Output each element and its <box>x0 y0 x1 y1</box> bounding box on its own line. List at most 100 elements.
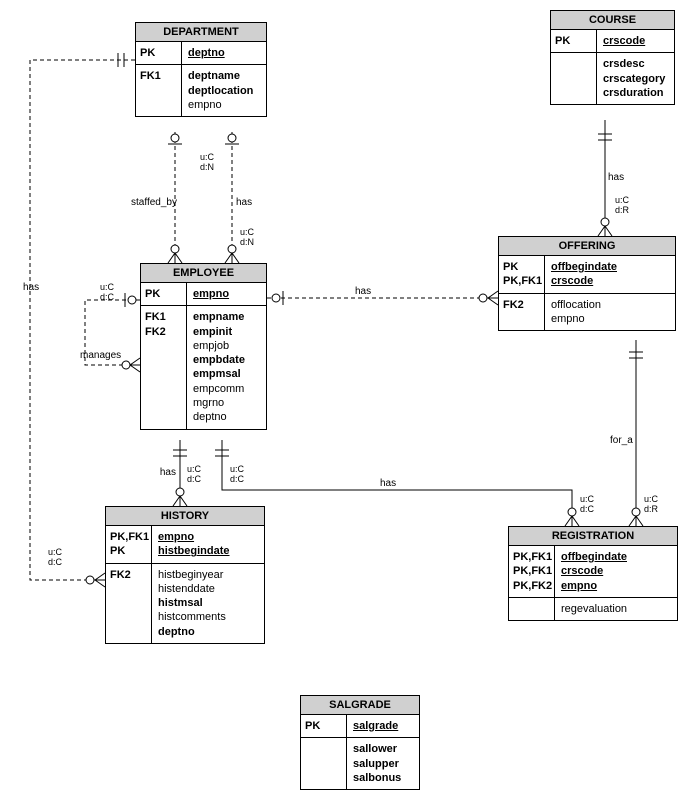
entity-row: PKdeptno <box>136 42 266 65</box>
entity-course: COURSEPKcrscodecrsdesccrscategorycrsdura… <box>550 10 675 105</box>
attr-cell: deptno <box>182 42 266 64</box>
entity-row: FK2histbeginyearhistenddatehistmsalhistc… <box>106 564 264 643</box>
attr-cell: offlocationempno <box>545 294 675 331</box>
svg-text:d:R: d:R <box>644 504 659 514</box>
rel-staffed-by: staffed_by u:C d:N <box>131 132 214 263</box>
rel-dept-has-history-label: has <box>23 282 39 293</box>
attr-text: deptno <box>193 410 260 424</box>
rel-course-has-offering-label: has <box>608 172 624 183</box>
attr-cell: empnohistbegindate <box>152 526 264 563</box>
attr-text: histmsal <box>158 596 258 610</box>
attr-text: histbeginyear <box>158 568 258 582</box>
er-connectors-svg: staffed_by u:C d:N has u:C d:N has u:C d… <box>0 0 690 803</box>
svg-text:d:C: d:C <box>100 292 115 302</box>
attr-cell: offbegindatecrscodeempno <box>555 546 677 597</box>
attr-cell: salgrade <box>347 715 419 737</box>
key-cell: FK2 <box>499 294 545 331</box>
key-cell: FK2 <box>106 564 152 643</box>
svg-text:d:R: d:R <box>615 205 630 215</box>
key-cell: FK1 <box>136 65 182 116</box>
attr-text: salbonus <box>353 771 413 785</box>
entity-registration: REGISTRATIONPK,FK1PK,FK1PK,FK2offbeginda… <box>508 526 678 621</box>
rel-emp-has-history-label: has <box>160 467 176 478</box>
rel-for-a: for_a u:C d:R <box>610 340 659 526</box>
svg-text:d:C: d:C <box>187 474 202 484</box>
svg-text:u:C: u:C <box>100 282 115 292</box>
attr-cell: deptnamedeptlocationempno <box>182 65 266 116</box>
rel-emp-has-history: has u:C d:C <box>160 440 202 506</box>
key-cell: PK <box>141 283 187 305</box>
attr-text: crscode <box>561 564 671 578</box>
rel-manages: manages u:C d:C <box>80 282 140 372</box>
svg-text:u:C: u:C <box>240 227 255 237</box>
attr-text: offbegindate <box>561 550 671 564</box>
attr-text: histcomments <box>158 610 258 624</box>
attr-text: deptno <box>158 625 258 639</box>
attr-text: offbegindate <box>551 260 669 274</box>
attr-text: crscode <box>551 274 669 288</box>
rel-manages-label: manages <box>80 350 121 361</box>
entity-salgrade: SALGRADEPKsalgradesallowersaluppersalbon… <box>300 695 420 790</box>
rel-staffed-by-label: staffed_by <box>131 197 177 208</box>
svg-text:d:C: d:C <box>230 474 245 484</box>
attr-text: empno <box>551 312 669 326</box>
entity-row: FK1deptnamedeptlocationempno <box>136 65 266 116</box>
attr-text: empno <box>188 98 260 112</box>
rel-dept-has-emp: has u:C d:N <box>225 132 255 263</box>
attr-text: salupper <box>353 757 413 771</box>
key-cell: PK,FK1PK <box>106 526 152 563</box>
entity-row: FK1FK2empnameempinitempjobempbdateempmsa… <box>141 306 266 428</box>
entity-row: PK empno <box>141 283 266 306</box>
key-cell: PKPK,FK1 <box>499 256 545 293</box>
attr-text: empmsal <box>193 367 260 381</box>
attr-text: histbegindate <box>158 544 258 558</box>
entity-history-title: HISTORY <box>106 507 264 526</box>
entity-department-title: DEPARTMENT <box>136 23 266 42</box>
attr-cell: regevaluation <box>555 598 677 620</box>
attr-text: empname <box>193 310 260 324</box>
rel-emp-has-reg-label: has <box>380 478 396 489</box>
svg-text:d:N: d:N <box>240 237 254 247</box>
entity-history: HISTORYPK,FK1PKempnohistbegindateFK2hist… <box>105 506 265 644</box>
attr-cell: empnameempinitempjobempbdateempmsalempco… <box>187 306 266 428</box>
attr-cell: offbegindatecrscode <box>545 256 675 293</box>
key-cell: FK1FK2 <box>141 306 187 428</box>
attr-cell: sallowersaluppersalbonus <box>347 738 419 789</box>
svg-text:d:N: d:N <box>200 162 214 172</box>
attr-text: histenddate <box>158 582 258 596</box>
svg-text:u:C: u:C <box>615 195 630 205</box>
svg-text:u:C: u:C <box>644 494 659 504</box>
entity-department: DEPARTMENTPKdeptnoFK1deptnamedeptlocatio… <box>135 22 267 117</box>
entity-employee-title: EMPLOYEE <box>141 264 266 283</box>
entity-offering: OFFERINGPKPK,FK1offbegindatecrscodeFK2of… <box>498 236 676 331</box>
attr-text: crscode <box>603 34 668 48</box>
rel-emp-has-reg: has u:C d:C u:C d:C <box>215 440 595 526</box>
svg-text:u:C: u:C <box>200 152 215 162</box>
entity-row: PKcrscode <box>551 30 674 53</box>
entity-registration-title: REGISTRATION <box>509 527 677 546</box>
entity-employee: EMPLOYEEPK empno FK1FK2empnameempinitempjo… <box>140 263 267 430</box>
attr-cell: crscode <box>597 30 674 52</box>
attr-text: sallower <box>353 742 413 756</box>
entity-offering-title: OFFERING <box>499 237 675 256</box>
attr-text: crsdesc <box>603 57 668 71</box>
svg-text:u:C: u:C <box>187 464 202 474</box>
svg-text:d:C: d:C <box>48 557 63 567</box>
svg-text:u:C: u:C <box>230 464 245 474</box>
svg-text:u:C: u:C <box>48 547 63 557</box>
attr-text: regevaluation <box>561 602 671 616</box>
entity-salgrade-title: SALGRADE <box>301 696 419 715</box>
entity-row: PKsalgrade <box>301 715 419 738</box>
attr-cell: histbeginyearhistenddatehistmsalhistcomm… <box>152 564 264 643</box>
key-cell <box>301 738 347 789</box>
attr-text: empno <box>193 287 260 301</box>
entity-row: regevaluation <box>509 598 677 620</box>
rel-emp-has-offering-label: has <box>355 286 371 297</box>
svg-text:d:C: d:C <box>580 504 595 514</box>
entity-row: PK,FK1PK,FK1PK,FK2offbegindatecrscodeemp… <box>509 546 677 598</box>
rel-dept-has-emp-label: has <box>236 197 252 208</box>
attr-cell: crsdesccrscategorycrsduration <box>597 53 674 104</box>
key-cell: PK <box>301 715 347 737</box>
rel-emp-has-offering: has <box>267 286 498 305</box>
attr-text: empinit <box>193 325 260 339</box>
